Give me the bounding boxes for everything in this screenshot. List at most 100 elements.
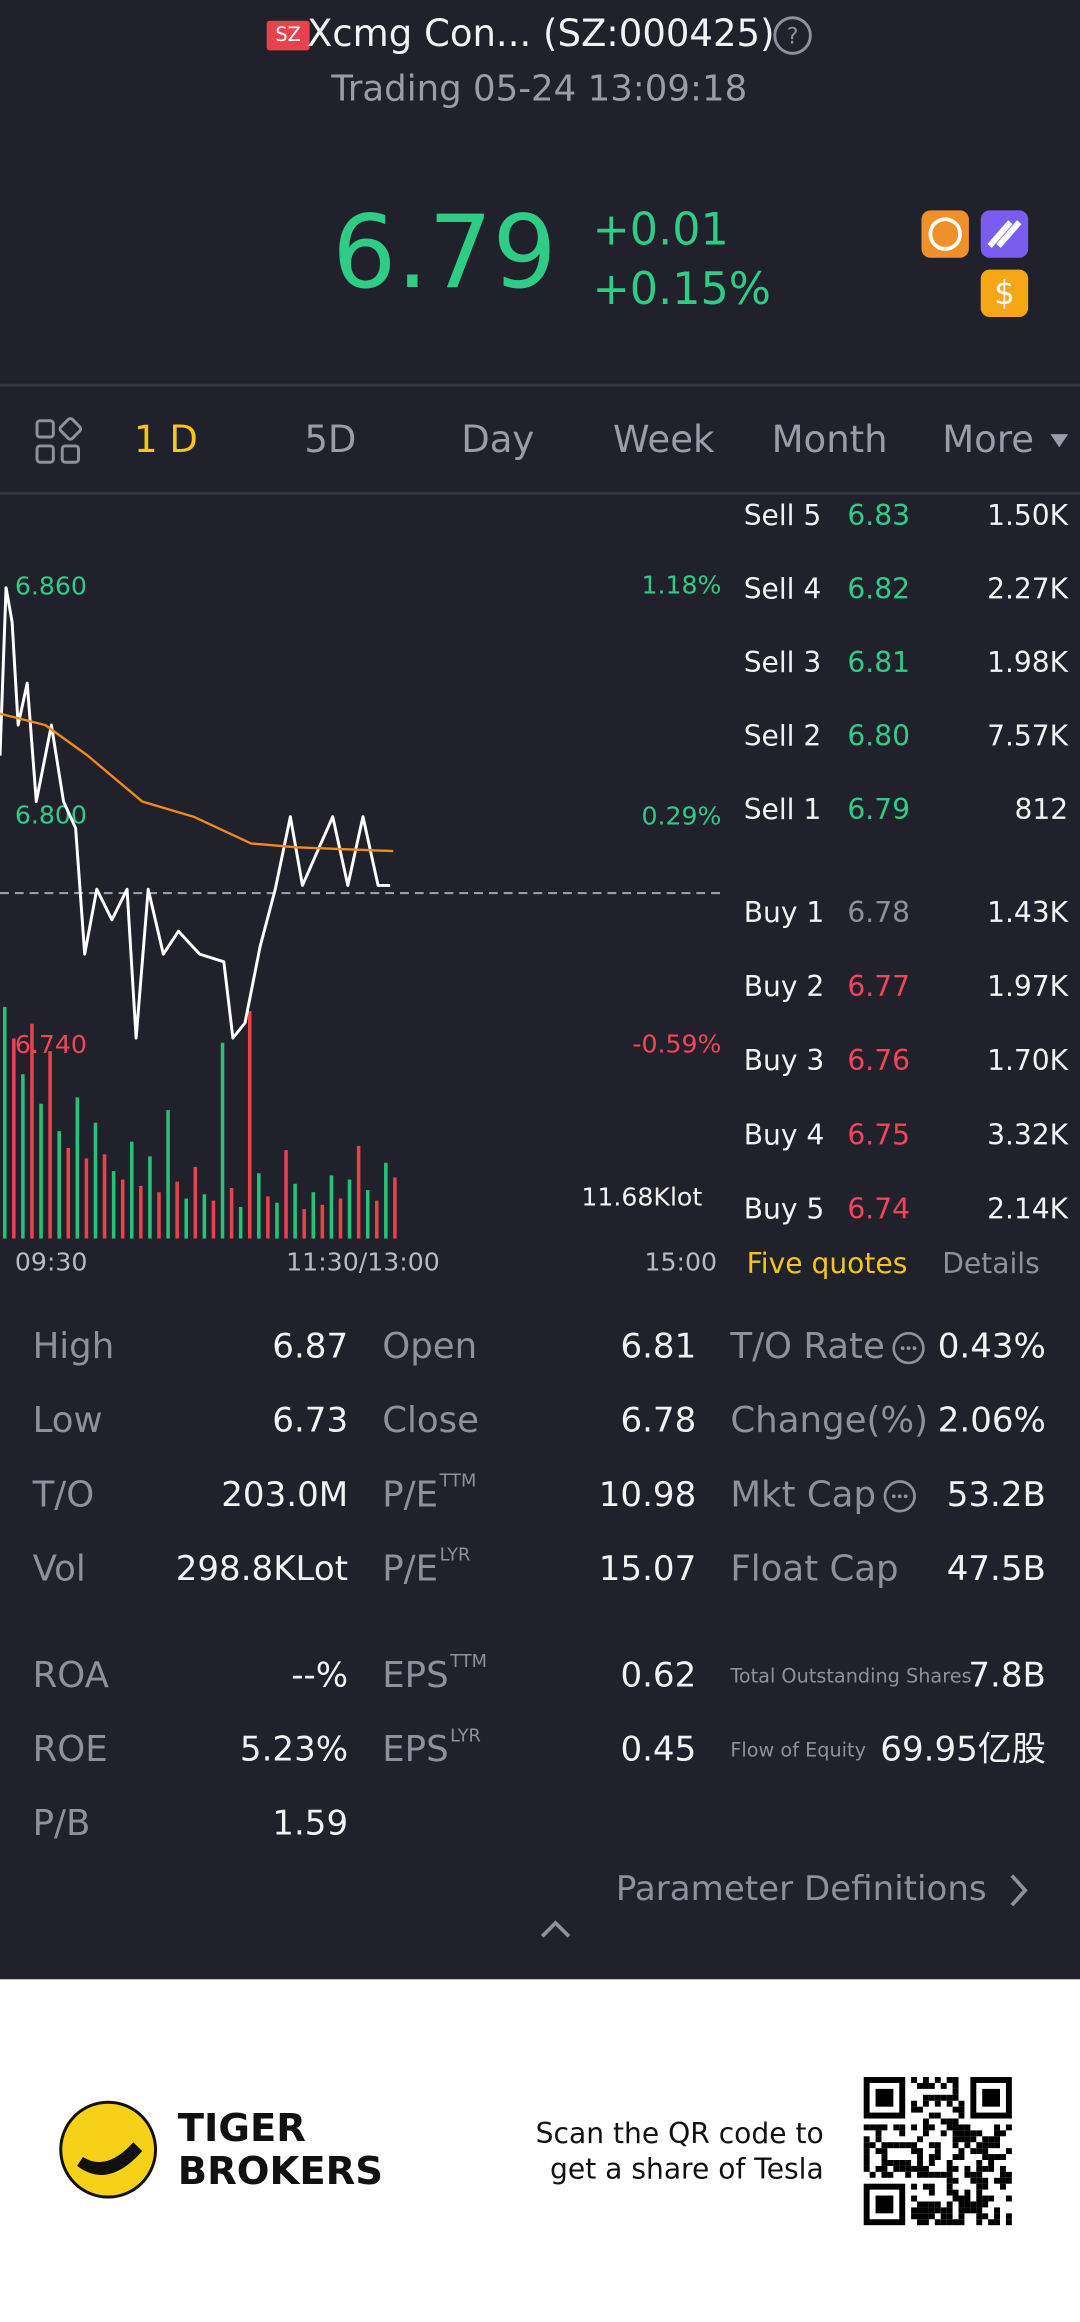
qr-module: [922, 2094, 929, 2101]
qr-module: [899, 2160, 906, 2166]
y-tick-label: 6.800: [15, 801, 87, 830]
stat-value: 6.73: [272, 1401, 348, 1441]
qr-module: [922, 2124, 929, 2131]
period-tab[interactable]: More: [942, 418, 1034, 461]
qr-module: [905, 2171, 912, 2178]
chevron-right[interactable]: [1010, 1874, 1028, 1907]
volume-bar: [21, 1074, 25, 1239]
price-change: +0.01: [593, 205, 729, 256]
icon-purple[interactable]: [980, 210, 1029, 258]
volume-bar: [275, 1202, 279, 1239]
qr-module: [875, 2130, 882, 2137]
info-icon-dot[interactable]: [903, 1494, 908, 1499]
dropdown-triangle[interactable]: [1050, 434, 1069, 448]
qr-module: [899, 2165, 906, 2172]
book-volume: 1.98K: [987, 646, 1070, 679]
y2-tick-label: 0.29%: [642, 801, 722, 830]
collapse-caret[interactable]: [540, 1920, 571, 1938]
icon-dollar[interactable]: [980, 269, 1029, 318]
stat-label: Low: [33, 1400, 103, 1441]
qr-module: [940, 2207, 947, 2214]
qr-module: [952, 2088, 959, 2095]
period-tab[interactable]: Month: [772, 418, 888, 461]
stat-label: Close: [382, 1400, 479, 1441]
book-price: 6.77: [847, 970, 910, 1003]
qr-module: [917, 2171, 923, 2178]
book-tab[interactable]: Details: [942, 1247, 1040, 1280]
stock-title: Xcmg Con... (SZ:000425): [307, 12, 775, 55]
layout-icon[interactable]: [35, 417, 83, 464]
qr-module: [917, 2160, 923, 2166]
x-tick-label: 15:00: [644, 1248, 717, 1277]
qr-module: [940, 2118, 947, 2125]
stat-label-sup: LYR: [440, 1546, 471, 1566]
qr-module: [881, 2124, 888, 2131]
qr-module: [922, 2165, 929, 2172]
period-tab[interactable]: 1 D: [134, 418, 198, 461]
qr-module: [994, 2124, 1000, 2131]
volume-bar: [148, 1156, 152, 1239]
qr-module: [952, 2165, 959, 2172]
volume-bar: [266, 1196, 270, 1239]
qr-module: [964, 2142, 971, 2149]
stat-value: 6.81: [620, 1327, 696, 1367]
qr-module: [982, 2177, 989, 2184]
qr-module: [893, 2124, 900, 2131]
qr-module: [976, 2142, 983, 2149]
stat-label: P/E: [382, 1474, 438, 1515]
qr-module: [976, 2183, 983, 2190]
cta-line: Scan the QR code to: [536, 2117, 824, 2150]
qr-module: [1005, 2177, 1012, 2184]
icon-dollar-text[interactable]: $: [994, 274, 1015, 312]
qr-module: [863, 2160, 870, 2166]
info-icon-dot[interactable]: [897, 1494, 902, 1499]
info-icon-dot[interactable]: [906, 1346, 911, 1351]
definitions-link[interactable]: Parameter Definitions: [616, 1869, 987, 1909]
qr-module: [970, 2130, 977, 2137]
stat-label: Change(%): [730, 1400, 928, 1441]
help-icon[interactable]: [773, 16, 812, 55]
info-icon[interactable]: [883, 1480, 916, 1513]
volume-bar: [284, 1150, 288, 1239]
qr-module: [964, 2195, 971, 2202]
x-tick-label: 11:30/13:00: [286, 1248, 440, 1277]
book-volume: 3.32K: [987, 1118, 1070, 1151]
qr-module: [911, 2183, 918, 2190]
volume-bar: [202, 1194, 207, 1239]
exchange-badge: [266, 20, 310, 51]
period-tab[interactable]: Week: [613, 418, 715, 461]
period-tab[interactable]: 5D: [304, 418, 356, 461]
info-icon-dot[interactable]: [900, 1346, 905, 1351]
qr-module: [934, 2112, 941, 2119]
info-icon-dot[interactable]: [912, 1346, 917, 1351]
qr-module: [922, 2213, 929, 2220]
icon-orange[interactable]: [921, 210, 969, 258]
volume-bar: [130, 1141, 134, 1239]
qr-module: [976, 2130, 983, 2137]
volume-bar: [320, 1204, 325, 1239]
qr-module: [982, 2136, 989, 2143]
qr-module: [958, 2201, 965, 2208]
qr-module: [952, 2130, 959, 2137]
qr-module: [982, 2213, 989, 2220]
volume-bar: [293, 1183, 297, 1239]
stat-label: Open: [382, 1326, 477, 1367]
brand-line: BROKERS: [178, 2149, 383, 2194]
qr-module: [958, 2154, 965, 2160]
book-tab[interactable]: Five quotes: [747, 1247, 908, 1280]
qr-module: [893, 2142, 900, 2149]
info-icon[interactable]: [892, 1332, 925, 1365]
brand-line: TIGER: [178, 2106, 306, 2151]
period-tab[interactable]: Day: [461, 418, 534, 461]
qr-module: [1000, 2183, 1006, 2190]
help-icon-text[interactable]: ?: [787, 24, 799, 50]
stat-value: 203.0M: [221, 1475, 348, 1515]
qr-module: [887, 2171, 894, 2178]
price-line: [0, 586, 391, 1040]
qr-module: [917, 2136, 923, 2143]
info-icon-dot[interactable]: [891, 1494, 896, 1499]
qr-module: [893, 2165, 900, 2172]
volume-bar: [166, 1110, 170, 1239]
tiger-logo-stripe: [77, 2142, 143, 2175]
volume-bar: [393, 1177, 397, 1239]
